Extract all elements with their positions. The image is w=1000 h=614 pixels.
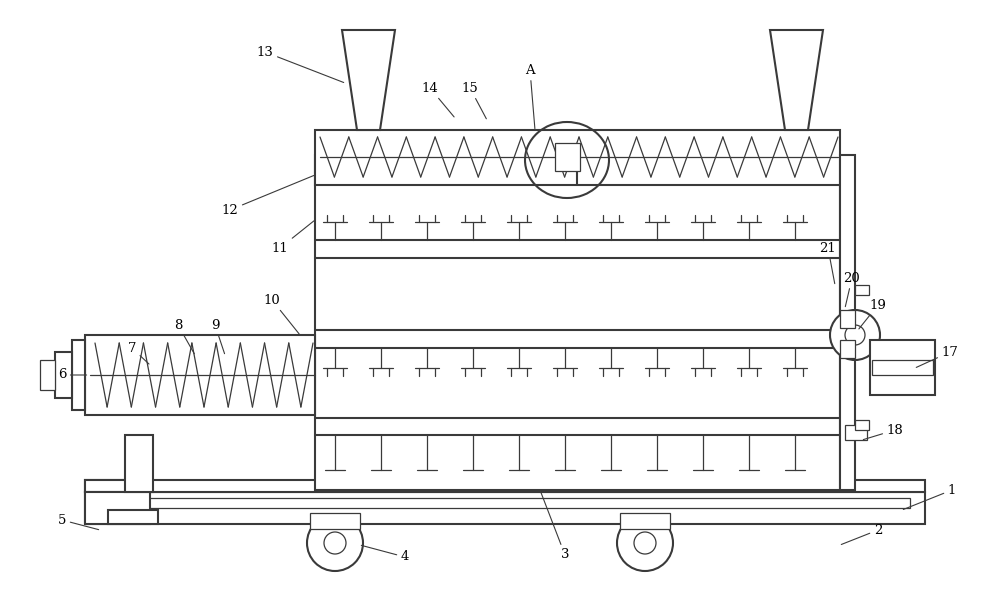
Text: 6: 6 — [58, 368, 87, 381]
Polygon shape — [342, 30, 395, 130]
Bar — [108, 510, 158, 524]
Bar — [845, 425, 867, 440]
Text: 11: 11 — [272, 221, 314, 254]
Circle shape — [634, 532, 656, 554]
Circle shape — [845, 325, 865, 345]
Text: 19: 19 — [859, 298, 886, 329]
Bar — [555, 143, 580, 171]
Text: 2: 2 — [841, 524, 882, 545]
Text: 10: 10 — [264, 293, 299, 334]
Text: 8: 8 — [174, 319, 194, 354]
Text: A: A — [525, 63, 535, 128]
Text: 3: 3 — [540, 491, 569, 561]
Bar — [620, 513, 670, 529]
Bar — [840, 155, 855, 490]
Bar — [872, 360, 933, 375]
Bar — [125, 435, 153, 492]
Text: 9: 9 — [211, 319, 225, 354]
Bar — [85, 480, 925, 492]
Circle shape — [830, 310, 880, 360]
Bar — [315, 155, 840, 490]
Text: 5: 5 — [58, 513, 99, 530]
Text: 15: 15 — [462, 82, 486, 119]
Bar — [840, 340, 855, 358]
Bar — [55, 352, 72, 398]
Bar — [310, 513, 360, 529]
Bar — [315, 130, 840, 185]
Text: 18: 18 — [863, 424, 903, 440]
Polygon shape — [770, 30, 823, 130]
Bar — [85, 492, 925, 524]
Text: 7: 7 — [128, 341, 149, 364]
Bar — [72, 340, 85, 410]
Text: 20: 20 — [844, 271, 860, 306]
Bar — [85, 492, 150, 524]
Text: 4: 4 — [361, 545, 409, 564]
Text: 1: 1 — [903, 483, 956, 510]
Circle shape — [307, 515, 363, 571]
Bar — [85, 335, 315, 415]
Bar — [40, 360, 55, 390]
Bar — [100, 498, 910, 508]
Text: 12: 12 — [222, 176, 314, 217]
Bar — [85, 480, 150, 492]
Text: 13: 13 — [257, 45, 344, 82]
Text: 14: 14 — [422, 82, 454, 117]
Circle shape — [617, 515, 673, 571]
Bar — [870, 340, 935, 395]
Circle shape — [324, 532, 346, 554]
Text: 17: 17 — [916, 346, 958, 367]
Bar — [855, 285, 869, 295]
Bar — [855, 420, 869, 430]
Bar — [840, 310, 855, 328]
Text: 21: 21 — [820, 241, 836, 284]
